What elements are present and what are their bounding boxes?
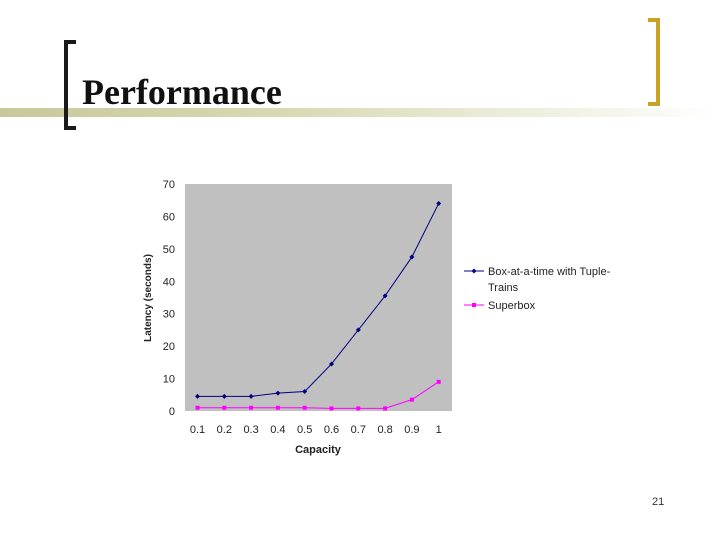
y-axis-label: Latency (seconds)	[143, 254, 154, 342]
superbox-data-point	[195, 405, 200, 410]
y-tick-label: 0	[169, 406, 175, 418]
superbox-data-point	[436, 379, 441, 384]
slide-title: Performance	[82, 72, 282, 112]
superbox-data-point	[222, 405, 227, 410]
box-at-a-time-legend-marker	[471, 268, 477, 274]
box-at-a-time-data-point	[329, 361, 334, 367]
box-at-a-time-data-point	[409, 254, 415, 260]
x-tick-label: 0.1	[190, 424, 205, 436]
box-at-a-time-data-point	[436, 200, 442, 206]
legend-label: Box-at-a-time with Tuple-	[488, 266, 611, 278]
box-at-a-time-data-point	[221, 393, 227, 399]
x-axis-label: Capacity	[295, 444, 342, 456]
plot-area	[185, 184, 452, 411]
superbox-data-point	[302, 405, 307, 410]
x-tick-label: 0.8	[377, 424, 392, 436]
box-at-a-time-data-point	[355, 327, 361, 333]
title-band	[0, 108, 720, 117]
superbox-data-point	[329, 406, 334, 411]
superbox-data-point	[275, 405, 280, 410]
superbox-legend-marker	[472, 303, 476, 307]
superbox-data-point	[383, 406, 388, 411]
x-tick-label: 0.3	[243, 424, 258, 436]
box-at-a-time-data-point	[248, 393, 254, 399]
x-tick-label: 0.6	[324, 424, 339, 436]
y-tick-label: 50	[163, 244, 175, 256]
box-at-a-time-data-point	[302, 389, 308, 395]
x-tick-label: 0.4	[270, 424, 285, 436]
y-tick-label: 40	[163, 276, 175, 288]
y-tick-label: 20	[163, 341, 175, 353]
y-tick-label: 70	[163, 179, 175, 191]
legend-label: Superbox	[488, 300, 536, 312]
box-at-a-time-data-point	[195, 393, 200, 399]
y-tick-label: 30	[163, 309, 175, 321]
left-bracket-decoration	[64, 40, 76, 130]
x-tick-label: 1	[436, 424, 442, 436]
superbox-data-point	[249, 405, 254, 410]
x-tick-label: 0.5	[297, 424, 312, 436]
x-tick-label: 0.9	[404, 424, 419, 436]
superbox-data-point	[409, 397, 414, 402]
slide-number: 21	[652, 496, 665, 508]
box-at-a-time-data-point	[382, 293, 388, 299]
superbox-series-line	[197, 381, 439, 409]
x-tick-label: 0.7	[351, 424, 366, 436]
superbox-data-point	[356, 406, 361, 411]
box-at-a-time-data-point	[275, 390, 281, 396]
right-bracket-decoration	[648, 18, 660, 106]
box-at-a-time-series-line	[197, 203, 440, 397]
y-tick-label: 60	[163, 211, 175, 223]
y-tick-label: 10	[163, 374, 175, 386]
legend-label: Trains	[488, 282, 519, 294]
x-tick-label: 0.2	[217, 424, 232, 436]
